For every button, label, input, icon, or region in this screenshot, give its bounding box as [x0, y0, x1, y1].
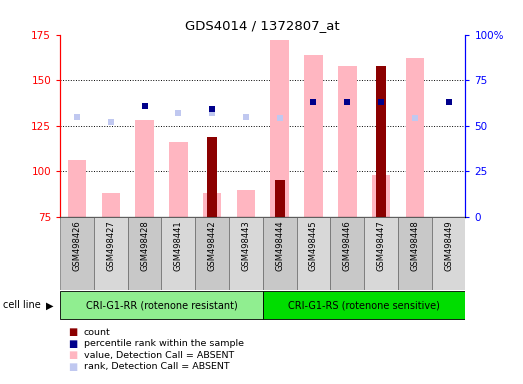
Text: GSM498444: GSM498444 [275, 220, 284, 271]
Text: ▶: ▶ [46, 300, 53, 310]
Bar [195, 217, 229, 290]
Text: ■: ■ [68, 327, 77, 337]
Bar [331, 217, 364, 290]
Bar [364, 217, 398, 290]
Text: GSM498447: GSM498447 [377, 220, 385, 271]
Bar [128, 217, 162, 290]
Text: GSM498428: GSM498428 [140, 220, 149, 271]
Bar [236, 190, 255, 217]
Text: GSM498449: GSM498449 [444, 220, 453, 271]
Text: CRI-G1-RR (rotenone resistant): CRI-G1-RR (rotenone resistant) [86, 300, 237, 310]
Text: CRI-G1-RS (rotenone sensitive): CRI-G1-RS (rotenone sensitive) [288, 300, 440, 310]
Title: GDS4014 / 1372807_at: GDS4014 / 1372807_at [186, 19, 340, 32]
Text: count: count [84, 328, 110, 337]
Text: ■: ■ [68, 350, 77, 360]
Text: GSM498426: GSM498426 [73, 220, 82, 271]
Text: GSM498443: GSM498443 [242, 220, 251, 271]
Bar [275, 180, 285, 217]
Text: GSM498442: GSM498442 [208, 220, 217, 271]
Text: cell line: cell line [3, 300, 40, 310]
Bar [60, 291, 263, 319]
Text: GSM498427: GSM498427 [106, 220, 115, 271]
Bar [60, 217, 94, 290]
Bar [101, 193, 120, 217]
Bar [169, 142, 188, 217]
Text: GSM498441: GSM498441 [174, 220, 183, 271]
Bar [398, 217, 431, 290]
Bar [270, 40, 289, 217]
Bar [94, 217, 128, 290]
Bar [207, 137, 217, 217]
Bar [431, 217, 465, 290]
Bar [203, 193, 221, 217]
Bar [372, 175, 390, 217]
Text: rank, Detection Call = ABSENT: rank, Detection Call = ABSENT [84, 362, 229, 371]
Text: value, Detection Call = ABSENT: value, Detection Call = ABSENT [84, 351, 234, 360]
Bar [162, 217, 195, 290]
Bar [229, 217, 263, 290]
Bar [263, 291, 465, 319]
Text: GSM498445: GSM498445 [309, 220, 318, 271]
Bar [135, 120, 154, 217]
Bar [68, 161, 86, 217]
Bar [297, 217, 331, 290]
Text: GSM498446: GSM498446 [343, 220, 352, 271]
Bar [376, 66, 386, 217]
Bar [338, 66, 357, 217]
Text: GSM498448: GSM498448 [411, 220, 419, 271]
Bar [405, 58, 424, 217]
Bar [304, 55, 323, 217]
Text: ■: ■ [68, 339, 77, 349]
Text: ■: ■ [68, 362, 77, 372]
Bar [263, 217, 297, 290]
Text: percentile rank within the sample: percentile rank within the sample [84, 339, 244, 348]
